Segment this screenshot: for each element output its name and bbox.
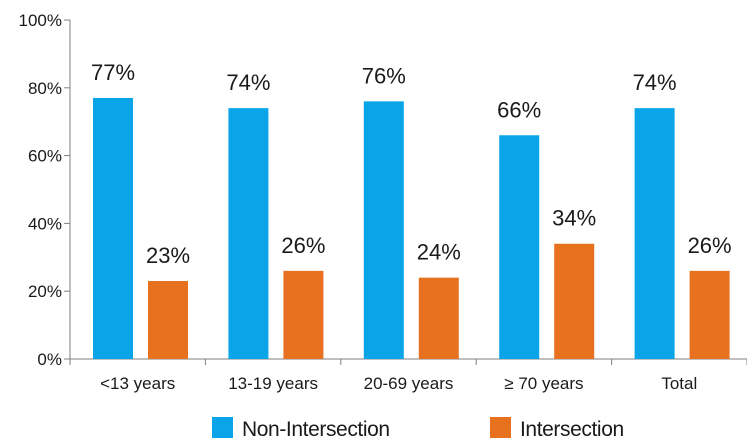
x-tick-label: 13-19 years (228, 374, 318, 393)
y-tick-label: 20% (28, 282, 62, 301)
data-label: 74% (226, 70, 270, 95)
legend-swatch-non-intersection (212, 417, 233, 438)
data-label: 26% (688, 233, 732, 258)
data-label: 66% (497, 97, 541, 122)
y-tick-label: 100% (19, 11, 62, 30)
x-tick-label: ≥ 70 years (504, 374, 583, 393)
legend-label-non-intersection: Non-Intersection (242, 418, 390, 441)
legend-label-intersection: Intersection (520, 418, 624, 441)
x-tick-label: <13 years (100, 374, 175, 393)
x-tick-label: 20-69 years (364, 374, 454, 393)
data-label: 23% (146, 243, 190, 268)
bar-non-intersection (228, 108, 269, 359)
data-label: 26% (281, 233, 325, 258)
bar-intersection (554, 243, 595, 359)
bar-non-intersection (634, 108, 675, 359)
x-tick-label: Total (661, 374, 697, 393)
bar-intersection (418, 277, 459, 359)
y-tick-label: 80% (28, 79, 62, 98)
data-label: 24% (417, 240, 461, 265)
y-tick-label: 40% (28, 214, 62, 233)
bar-non-intersection (93, 97, 133, 359)
data-label: 76% (362, 63, 406, 88)
bar-non-intersection (499, 135, 540, 359)
bar-intersection (148, 281, 188, 359)
data-label: 34% (552, 206, 596, 231)
data-label: 77% (91, 60, 135, 85)
bar-non-intersection (363, 101, 404, 360)
bar-intersection (689, 270, 730, 359)
legend-swatch-intersection (490, 417, 511, 438)
data-label: 74% (633, 70, 677, 95)
bar-intersection (283, 270, 324, 359)
y-tick-label: 0% (37, 350, 62, 369)
y-tick-label: 60% (28, 147, 62, 166)
